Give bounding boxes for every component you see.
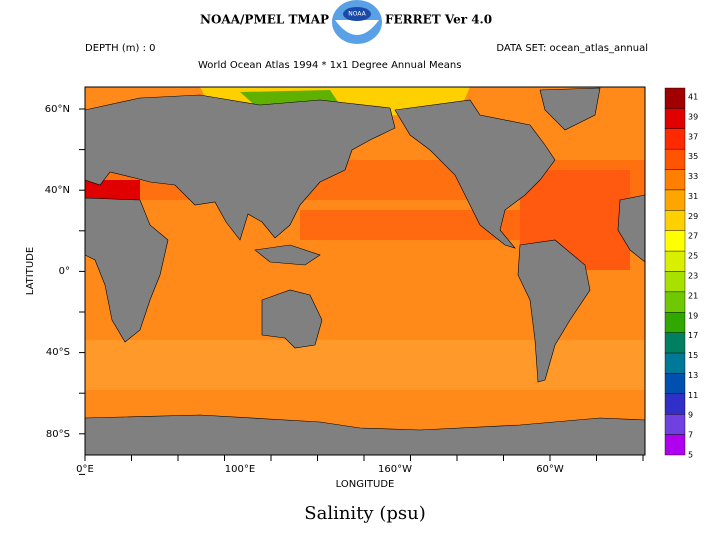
eurasia bbox=[84, 94, 396, 241]
colorbar-label: 33 bbox=[688, 172, 698, 181]
colorbar-box bbox=[664, 230, 686, 252]
colorbar-box bbox=[664, 271, 686, 293]
colorbar-box bbox=[664, 393, 686, 415]
colorbar-box bbox=[664, 210, 686, 231]
colorbar-box bbox=[664, 434, 686, 456]
colorbar-box bbox=[664, 332, 686, 354]
colorbar-label: 5 bbox=[688, 451, 693, 460]
west-africa bbox=[617, 194, 646, 263]
colorbar-label: 37 bbox=[688, 132, 698, 141]
greenland bbox=[539, 87, 601, 131]
colorbar-label: 17 bbox=[688, 331, 698, 340]
colorbar-box bbox=[664, 250, 686, 272]
x-axis-label: LONGITUDE bbox=[336, 479, 395, 490]
y-tick-label: 40°N bbox=[45, 185, 70, 196]
colorbar-box bbox=[664, 414, 686, 435]
x-tick-label: 60°W bbox=[536, 464, 564, 475]
southeast-asia bbox=[254, 244, 321, 266]
colorbar-label: 23 bbox=[688, 272, 698, 281]
depth: DEPTH (m) : 0 bbox=[85, 43, 156, 54]
logo-badge bbox=[343, 7, 371, 21]
mediterranean bbox=[85, 180, 140, 202]
africa bbox=[84, 197, 169, 343]
y-axis-label: LATITUDE bbox=[25, 247, 36, 295]
map-title: Salinity (psu) bbox=[304, 503, 425, 524]
colorbar-label: 19 bbox=[688, 311, 698, 320]
colorbar-label: 7 bbox=[688, 431, 693, 440]
colorbar-box bbox=[664, 312, 686, 333]
y-tick-label: 40°S bbox=[46, 347, 70, 358]
colorbar-box bbox=[664, 148, 686, 170]
x-tick-label: 0°E bbox=[76, 464, 94, 475]
colorbar-box bbox=[664, 373, 686, 395]
colorbar-label: 9 bbox=[688, 411, 693, 420]
title-left: NOAA/PMEL TMAP bbox=[200, 13, 329, 27]
y-tick-label: 60°N bbox=[45, 104, 70, 115]
y-tick-label: 80°S bbox=[46, 429, 70, 440]
title-right: FERRET Ver 4.0 bbox=[385, 13, 492, 27]
colorbar-label: 31 bbox=[688, 192, 698, 201]
colorbar-label: 39 bbox=[688, 112, 698, 121]
colorbar-box bbox=[664, 291, 686, 313]
colorbar-label: 13 bbox=[688, 371, 698, 380]
x-tick-label: 160°W bbox=[378, 464, 412, 475]
subtitle: World Ocean Atlas 1994 * 1x1 Degree Annu… bbox=[198, 60, 461, 71]
north-america bbox=[394, 99, 556, 249]
colorbar-label: 21 bbox=[688, 291, 698, 300]
south-america bbox=[517, 239, 591, 383]
colorbar-label: 27 bbox=[688, 232, 698, 241]
colorbar-label: 35 bbox=[688, 152, 698, 161]
colorbar-label: 11 bbox=[688, 391, 698, 400]
x-tick-label: 100°E bbox=[225, 464, 255, 475]
colorbar-box bbox=[664, 169, 686, 191]
colorbar-box bbox=[664, 352, 686, 374]
map bbox=[84, 86, 646, 456]
y-tick-label: 0° bbox=[59, 266, 70, 277]
colorbar-label: 25 bbox=[688, 252, 698, 261]
colorbar-label: 15 bbox=[688, 351, 698, 360]
colorbar-label: 41 bbox=[688, 93, 698, 102]
colorbar-box bbox=[664, 189, 686, 211]
logo-text: NOAA bbox=[348, 11, 366, 18]
colorbar-box bbox=[664, 128, 686, 150]
australia bbox=[261, 289, 323, 349]
ocean-band bbox=[85, 340, 645, 390]
logo-wave bbox=[335, 20, 379, 35]
colorbar-box bbox=[664, 108, 686, 129]
colorbar-box bbox=[664, 87, 686, 109]
dataset: DATA SET: ocean_atlas_annual bbox=[496, 43, 648, 54]
colorbar-label: 29 bbox=[688, 212, 698, 221]
